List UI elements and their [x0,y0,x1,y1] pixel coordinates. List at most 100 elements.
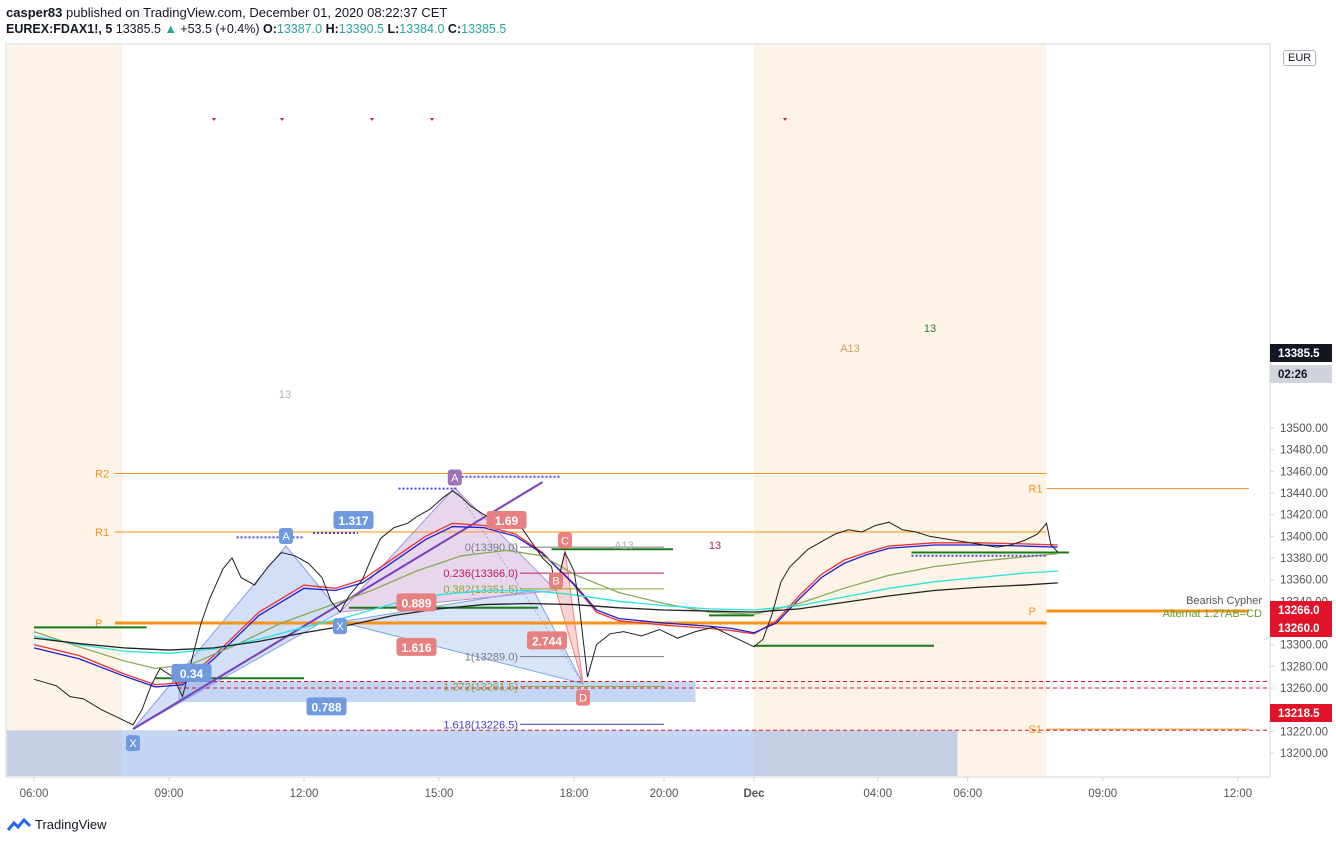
x-tick-label: 09:00 [1088,788,1117,800]
harmonic-point-marker [558,532,572,549]
ratio-label: 0.889 [401,596,431,610]
y-tick-label: 13300.00 [1280,640,1328,652]
harmonic-point-marker [126,735,140,752]
tradingview-logo-text: TradingView [35,817,107,832]
signal-marker [280,118,284,121]
pivot-label: R1 [95,527,109,539]
low-value: 13384.0 [399,22,445,36]
moving-average-line [33,570,1058,654]
publish-line: casper83 published on TradingView.com, D… [6,5,447,20]
harmonic-point-label: B [552,575,559,587]
pivot-label: R2 [95,468,109,480]
ratio-label-box [333,511,374,530]
chart-annotation: Alternat 1.27AB=CD [1163,608,1262,620]
price-label-box [1270,365,1332,383]
ratio-label-box [527,631,567,650]
x-tick-label: 06:00 [953,788,982,800]
plot-frame [5,43,1271,778]
harmonic-point-label: A [282,531,290,543]
x-tick-label: 18:00 [560,788,589,800]
prz-zone [178,681,696,703]
y-tick-label: 13200.00 [1280,748,1328,760]
last-price: 13385.5 [115,22,161,36]
fib-label: 1.272(13261.5) [443,681,518,693]
ratio-label-box [486,511,527,530]
ratio-label: 1.616 [401,641,431,655]
y-tick-label: 13360.00 [1280,575,1328,587]
price-label: 13218.5 [1278,708,1320,720]
symbol: EUREX:FDAX1!, 5 [6,22,113,36]
y-tick-label: 13280.00 [1280,661,1328,673]
chart-annotation: 13 [709,540,721,552]
published-text: published on TradingView.com, December 0… [66,5,448,20]
ratio-label: 0.34 [180,667,204,681]
fib-label: 1(13289.0) [465,652,518,664]
ratio-label: 1.69 [495,514,519,528]
pivot-label: R1 [1029,484,1043,496]
y-tick-label: 13500.00 [1280,423,1328,435]
harmonic-point-marker [447,469,462,486]
x-tick-label: 12:00 [290,788,319,800]
x-tick-label: 12:00 [1223,788,1252,800]
harmonic-point-marker [576,689,590,706]
price-change: +53.5 (+0.4%) [180,22,260,36]
symbol-line: EUREX:FDAX1!, 5 13385.5 ▲ +53.5 (+0.4%) … [6,22,506,36]
x-tick-label: Dec [743,788,765,800]
price-label-box [1270,619,1332,637]
ratio-label-box [171,663,212,682]
y-tick-label: 13220.00 [1280,726,1328,738]
signal-marker [212,118,216,121]
signal-marker [370,118,374,121]
publisher-name: casper83 [6,5,63,20]
y-tick-label: 13380.00 [1280,553,1328,565]
price-label: 13260.0 [1278,623,1320,635]
harmonic-point-marker [333,618,347,635]
signal-marker [783,118,787,121]
close-label: C: [447,22,462,36]
y-tick-label: 13260.00 [1280,683,1328,695]
tradingview-logo-icon [7,817,31,831]
pivot-label: P [1029,606,1036,618]
price-label: 13266.0 [1278,605,1320,617]
high-value: 13390.5 [338,22,384,36]
chart-annotation: A13 [614,540,634,552]
tradingview-logo[interactable]: TradingView [7,817,107,832]
price-label-box [1270,344,1332,362]
x-tick-label: 09:00 [155,788,184,800]
low-label: L: [387,22,400,36]
ratio-label-box [306,697,347,716]
session-shade [754,45,1047,776]
chart-annotation: 13 [924,323,936,335]
chart-annotation: 13 [279,389,291,401]
target-zone [7,730,958,776]
price-label: 13385.5 [1278,348,1320,360]
chart-annotation: A13 [840,343,860,355]
currency-badge[interactable]: EUR [1283,50,1317,66]
moving-average-line [33,522,1058,686]
moving-average-line [33,582,1058,651]
close-value: 13385.5 [461,22,507,36]
y-tick-label: 13440.00 [1280,488,1328,500]
harmonic-point-label: X [129,738,137,750]
moving-average-line [33,525,1058,688]
ratio-label-box [396,593,437,612]
chart-annotation: Bearish Cypher [1186,595,1262,607]
ratio-label: 2.744 [532,634,562,648]
open-value: 13387.0 [276,22,323,36]
fib-label: 1.618(13226.5) [443,719,518,731]
x-tick-label: 20:00 [650,788,679,800]
harmonic-point-label: X [336,621,344,633]
fib-label: 0.236(13366.0) [443,568,518,580]
up-arrow-icon: ▲ [164,22,177,36]
signal-marker [430,118,434,121]
y-tick-label: 13460.00 [1280,466,1328,478]
y-tick-label: 13420.00 [1280,510,1328,522]
ratio-label-box [396,637,437,656]
y-tick-label: 13400.00 [1280,531,1328,543]
price-label-box [1270,704,1332,722]
trend-line [132,481,544,731]
harmonic-point-label: C [561,535,569,547]
open-label: O: [263,22,277,36]
y-tick-label: 13480.00 [1280,445,1328,457]
